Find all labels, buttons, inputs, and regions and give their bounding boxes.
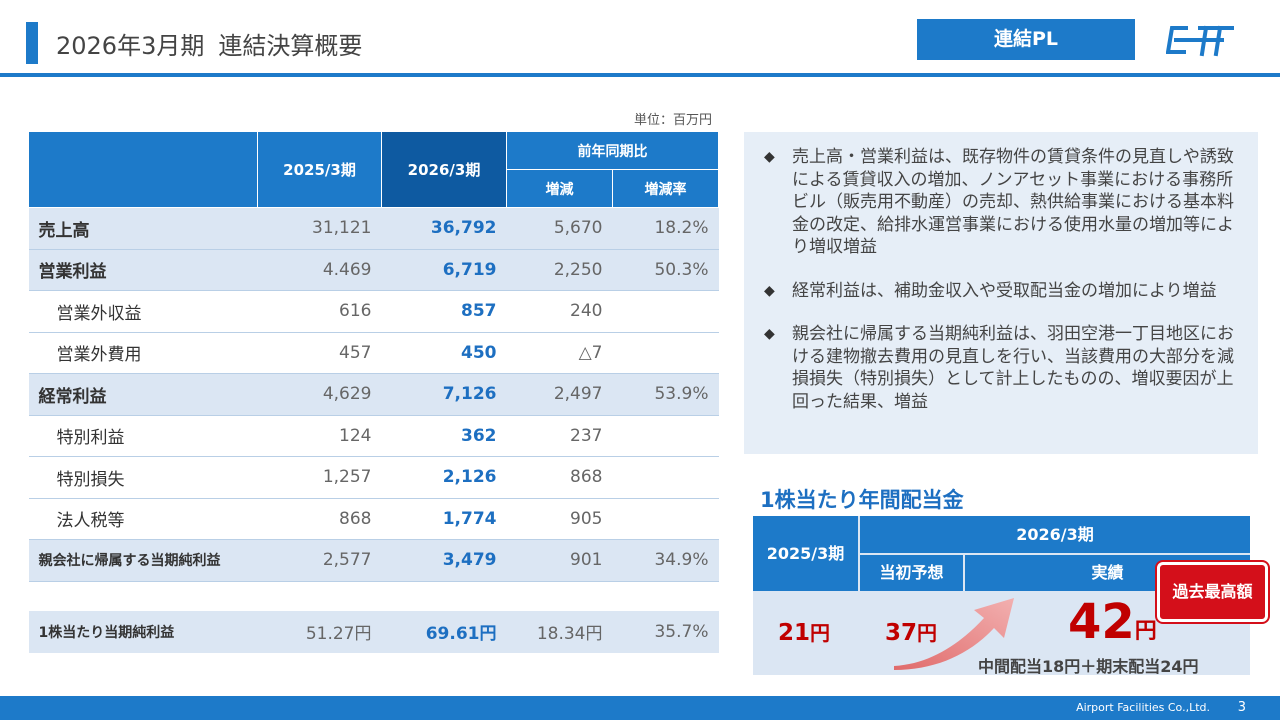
note-item: ◆ 経常利益は、補助金収入や受取配当金の増加により増益 [764,280,1238,303]
row-diff: 18.34円 [506,611,613,653]
row-cur: 857 [381,290,507,333]
row-cur: 450 [381,332,507,374]
table-spacer [28,581,719,611]
page-title: 2026年3月期 連結決算概要 [56,26,362,61]
diamond-bullet-icon: ◆ [764,149,775,165]
row-label: 特別損失 [28,456,258,499]
table-row: 営業外収益 616 857 240 [28,290,719,333]
unit-label: 単位：百万円 [633,113,712,128]
row-cur: 69.61円 [381,611,507,653]
company-name: Airport Facilities Co.,Ltd. [1076,701,1210,714]
table-row: 特別損失 1,257 2,126 868 [28,456,719,499]
table-row: 親会社に帰属する当期純利益 2,577 3,479 901 34.9% [28,539,719,582]
row-prev: 2,577 [257,539,382,582]
company-logo-icon [1166,25,1234,57]
row-diff: 237 [506,415,613,457]
header-diff: 増減 [506,169,613,208]
row-diff: 2,497 [506,373,613,416]
header-prev-period: 2025/3期 [257,131,382,208]
row-label: 経常利益 [28,373,258,416]
page-number: 3 [1237,700,1246,715]
row-cur: 36,792 [381,207,507,250]
title-accent-bar [26,22,38,64]
row-cur: 362 [381,415,507,457]
diamond-bullet-icon: ◆ [764,326,775,342]
row-prev: 124 [257,415,382,457]
row-diff: △7 [506,332,613,374]
row-diff: 905 [506,498,613,540]
row-prev: 457 [257,332,382,374]
row-rate: 18.2% [612,207,719,250]
dividend-value-prev: 21円 [778,620,831,646]
diamond-bullet-icon: ◆ [764,282,775,299]
dividend-header-plan: 当初予想 [860,555,963,591]
header-rate: 増減率 [612,169,719,208]
dividend-header-prev: 2025/3期 [753,516,858,591]
row-prev: 31,121 [257,207,382,250]
row-diff: 5,670 [506,207,613,250]
row-prev: 868 [257,498,382,540]
row-cur: 3,479 [381,539,507,582]
row-diff: 901 [506,539,613,582]
table-row: 売上高 31,121 36,792 5,670 18.2% [28,207,719,250]
summary-notes: ◆ 売上高・営業利益は、既存物件の賃貸条件の見直しや誘致による賃貸収入の増加、ノ… [744,132,1258,454]
dividend-header-cur: 2026/3期 [860,516,1250,553]
row-prev: 616 [257,290,382,333]
note-item: ◆ 売上高・営業利益は、既存物件の賃貸条件の見直しや誘致による賃貸収入の増加、ノ… [764,146,1238,259]
title-period: 2026年3月期 [56,32,205,60]
dividend-value-actual: 42円 [1068,594,1157,650]
row-prev: 4.469 [257,249,382,291]
row-rate: 53.9% [612,373,719,416]
row-prev: 4,629 [257,373,382,416]
dividend-title: 1株当たり年間配当金 [760,488,964,512]
row-label: 営業外費用 [28,332,258,374]
row-prev: 1,257 [257,456,382,499]
row-diff: 868 [506,456,613,499]
row-rate [612,415,719,457]
footer-bar [0,696,1280,720]
row-label: 1株当たり当期純利益 [28,611,258,653]
dividend-value-plan: 37円 [885,620,938,646]
table-row: 営業外費用 457 450 △7 [28,332,719,374]
table-row: 経常利益 4,629 7,126 2,497 53.9% [28,373,719,416]
row-cur: 2,126 [381,456,507,499]
pl-table: 2025/3期 2026/3期 前年同期比 増減 増減率 売上高 31,121 … [28,131,719,653]
row-rate: 34.9% [612,539,719,582]
row-rate [612,290,719,333]
table-row-eps: 1株当たり当期純利益 51.27円 69.61円 18.34円 35.7% [28,611,719,653]
row-cur: 7,126 [381,373,507,416]
row-label: 売上高 [28,207,258,250]
row-label: 営業外収益 [28,290,258,333]
row-rate [612,498,719,540]
table-row: 法人税等 868 1,774 905 [28,498,719,540]
row-diff: 2,250 [506,249,613,291]
dividend-breakdown: 中間配当18円＋期末配当24円 [978,657,1199,676]
row-label: 法人税等 [28,498,258,540]
note-item: ◆ 親会社に帰属する当期純利益は、羽田空港一丁目地区における建物撤去費用の見直し… [764,323,1238,413]
row-rate [612,332,719,374]
row-prev: 51.27円 [257,611,382,653]
table-row: 営業利益 4.469 6,719 2,250 50.3% [28,249,719,291]
row-rate [612,456,719,499]
row-rate: 35.7% [612,611,719,653]
header-blank [28,131,258,208]
header-cur-period: 2026/3期 [381,131,507,208]
row-cur: 6,719 [381,249,507,291]
header-yoy: 前年同期比 [506,131,719,170]
row-rate: 50.3% [612,249,719,291]
header-divider [0,73,1280,77]
record-high-badge: 過去最高額 [1157,562,1268,622]
row-label: 親会社に帰属する当期純利益 [28,539,258,582]
section-badge: 連結PL [917,19,1135,60]
note-text: 親会社に帰属する当期純利益は、羽田空港一丁目地区における建物撤去費用の見直しを行… [792,324,1234,412]
note-text: 経常利益は、補助金収入や受取配当金の増加により増益 [792,280,1217,301]
row-diff: 240 [506,290,613,333]
note-text: 売上高・営業利益は、既存物件の賃貸条件の見直しや誘致による賃貸収入の増加、ノンア… [792,147,1234,257]
row-label: 特別利益 [28,415,258,457]
row-label: 営業利益 [28,249,258,291]
increase-arrow-icon [894,598,1014,670]
row-cur: 1,774 [381,498,507,540]
table-row: 特別利益 124 362 237 [28,415,719,457]
title-main: 連結決算概要 [218,32,363,60]
